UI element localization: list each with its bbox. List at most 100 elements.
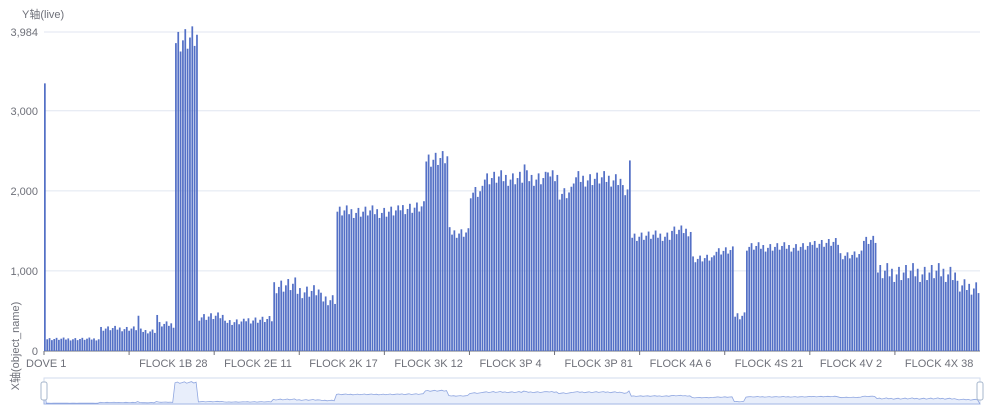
bar xyxy=(231,324,233,351)
bar xyxy=(902,272,905,351)
bar xyxy=(577,171,580,351)
bar xyxy=(334,303,336,351)
bar xyxy=(327,305,329,351)
bar xyxy=(860,250,863,351)
bar xyxy=(114,325,116,351)
bar xyxy=(151,329,154,351)
bar xyxy=(72,339,74,351)
bar xyxy=(582,175,584,351)
bar xyxy=(879,265,882,351)
bar xyxy=(912,263,914,351)
bar xyxy=(179,51,182,351)
bar xyxy=(673,226,676,351)
bar xyxy=(500,170,503,351)
bar xyxy=(385,216,388,351)
bar xyxy=(781,245,783,351)
bar xyxy=(731,246,734,351)
bar xyxy=(156,314,159,351)
bar xyxy=(661,240,664,351)
bar xyxy=(717,248,720,351)
bar xyxy=(659,233,662,351)
bar xyxy=(607,175,610,351)
bar xyxy=(406,208,409,351)
bar xyxy=(254,317,257,351)
bar xyxy=(928,272,931,351)
bar xyxy=(820,239,823,351)
bar xyxy=(446,156,449,351)
bar xyxy=(844,255,847,351)
bar xyxy=(586,180,589,351)
bar xyxy=(799,246,802,351)
bar xyxy=(44,83,46,352)
x-tick-label: FLOCK 4V 2 xyxy=(820,358,882,370)
x-tick-label: FLOCK 4X 38 xyxy=(905,358,973,370)
bar xyxy=(893,281,896,351)
bar xyxy=(598,183,601,351)
bar xyxy=(149,331,152,351)
bar xyxy=(315,295,318,351)
zoom-handle-right[interactable] xyxy=(976,381,984,401)
bar xyxy=(614,174,617,351)
bar xyxy=(678,229,680,351)
bar xyxy=(357,207,360,351)
bar xyxy=(554,181,556,351)
bar xyxy=(165,321,168,351)
bar xyxy=(633,233,636,351)
bar xyxy=(708,260,711,351)
bar xyxy=(970,294,973,351)
bar xyxy=(785,248,788,351)
bar xyxy=(458,233,460,351)
bar xyxy=(949,266,952,351)
bar xyxy=(647,231,650,351)
bar xyxy=(907,278,910,351)
bar xyxy=(797,250,800,351)
bar xyxy=(364,206,367,351)
bar xyxy=(219,318,222,351)
bar xyxy=(968,283,971,351)
bar xyxy=(58,339,60,351)
zoom-handle-left[interactable] xyxy=(40,381,48,401)
bar xyxy=(790,251,793,351)
bar xyxy=(83,339,86,351)
bar xyxy=(544,171,547,351)
bar xyxy=(437,164,439,351)
bar xyxy=(792,247,795,351)
bar xyxy=(493,171,496,351)
bar xyxy=(441,151,444,351)
bar xyxy=(373,214,376,351)
bar xyxy=(261,316,264,351)
y-axis-title: Y轴(live) xyxy=(22,9,65,21)
bar xyxy=(476,196,479,351)
bar xyxy=(121,331,123,351)
bar xyxy=(502,181,505,351)
bar xyxy=(565,198,568,351)
bar xyxy=(523,164,526,351)
bar xyxy=(472,192,474,351)
bar xyxy=(874,242,877,351)
bar xyxy=(245,321,247,351)
bar xyxy=(420,206,423,351)
bar xyxy=(228,320,231,351)
bar xyxy=(249,323,252,351)
bar xyxy=(561,193,563,351)
bar xyxy=(418,211,421,351)
bar xyxy=(750,243,753,351)
bar xyxy=(88,337,91,351)
bar xyxy=(238,324,240,351)
bar xyxy=(729,250,732,351)
bar xyxy=(116,329,119,351)
bar xyxy=(521,182,524,351)
bar xyxy=(383,207,386,351)
bar xyxy=(919,281,921,351)
bar xyxy=(313,285,315,351)
bar xyxy=(834,238,837,351)
bar xyxy=(877,272,879,351)
bar xyxy=(519,171,521,351)
bar xyxy=(937,263,940,351)
bar xyxy=(558,199,561,351)
bar xyxy=(182,40,184,351)
bar xyxy=(720,254,722,351)
bar xyxy=(703,258,706,351)
bar xyxy=(371,205,374,351)
bar xyxy=(294,277,297,351)
